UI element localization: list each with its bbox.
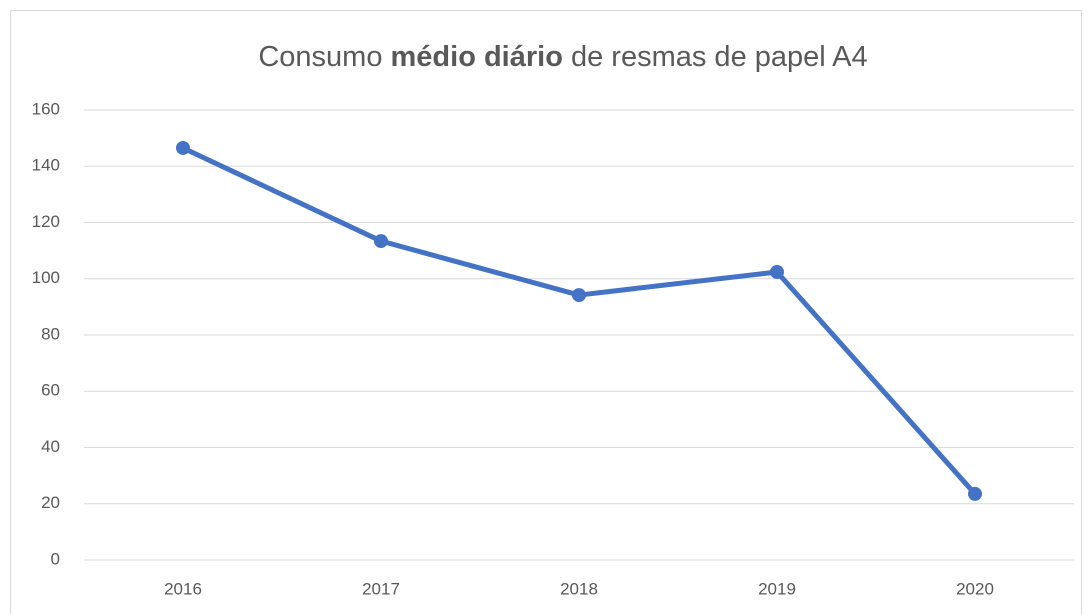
x-tick-label: 2018 (560, 579, 598, 598)
chart-border (10, 10, 1082, 614)
y-tick-label: 120 (32, 212, 60, 231)
y-tick-label: 0 (51, 549, 60, 568)
y-tick-label: 80 (41, 324, 60, 343)
y-tick-label: 160 (32, 99, 60, 118)
marker (176, 140, 190, 155)
x-tick-label: 2020 (956, 579, 994, 598)
chart-title: Consumo médio diário de resmas de papel … (258, 41, 867, 73)
x-tick-label: 2016 (164, 579, 202, 598)
marker (770, 265, 784, 279)
marker (374, 234, 388, 249)
x-tick-label: 2017 (362, 579, 400, 598)
y-tick-label: 140 (32, 156, 60, 175)
marker (572, 288, 586, 303)
marker (968, 486, 982, 501)
y-tick-label: 20 (41, 493, 60, 512)
y-tick-label: 60 (41, 381, 60, 400)
x-tick-label: 2019 (758, 579, 796, 598)
y-tick-label: 100 (32, 268, 60, 287)
y-tick-label: 40 (41, 437, 60, 456)
